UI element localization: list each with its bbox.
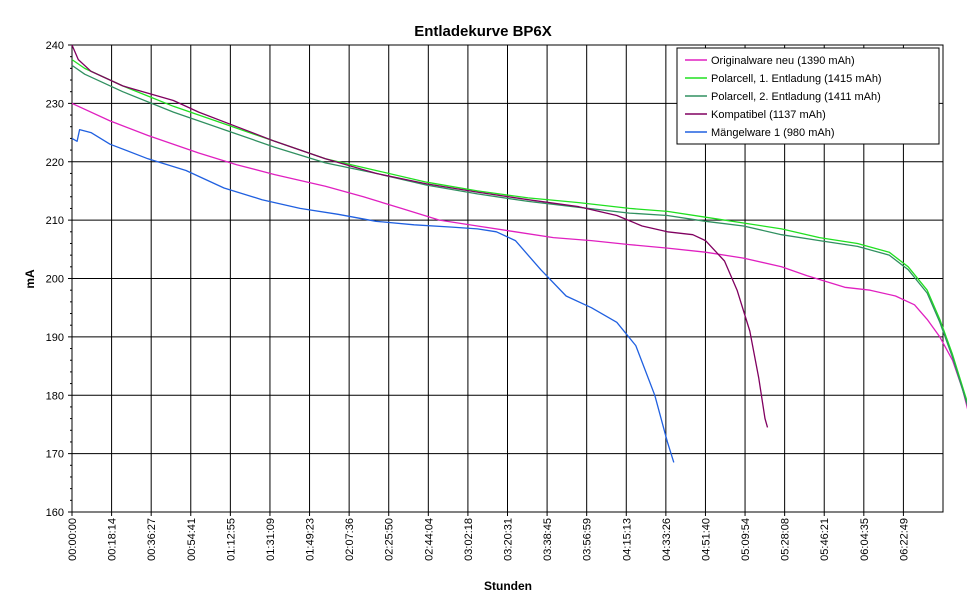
series-line-5 [71,128,675,463]
y-tick-label: 160 [46,507,64,519]
x-tick-label: 03:20:31 [503,518,515,561]
legend-entry: Mängelware 1 (980 mAh) [711,127,835,139]
x-tick-label: 02:44:04 [423,518,435,561]
x-tick-label: 02:07:36 [344,518,356,561]
legend-entry: Polarcell, 1. Entladung (1415 mAh) [711,73,882,85]
y-tick-label: 240 [46,40,64,52]
series-line-4 [71,44,769,428]
y-tick-label: 180 [46,390,64,402]
x-tick-label: 05:09:54 [740,518,752,561]
legend-box [676,47,940,145]
x-tick-label: 02:25:50 [384,518,396,561]
y-tick-label: 200 [46,274,64,286]
series-line-1 [71,102,967,410]
y-tick-label: 190 [46,332,64,344]
x-tick-label: 05:46:21 [819,518,831,561]
series-line-2 [71,59,967,404]
y-tick-label: 210 [46,215,64,227]
legend-entry: Kompatibel (1137 mAh) [711,109,826,121]
y-tick-label: 170 [46,449,64,461]
x-tick-label: 06:04:35 [859,518,871,561]
x-tick-label: 03:56:59 [582,518,594,561]
x-tick-label: 00:00:00 [67,518,79,561]
x-tick-label: 03:02:18 [463,518,475,561]
chart-title: Entladekurve BP6X [414,23,552,40]
x-tick-label: 06:22:49 [898,518,910,561]
series-line-3 [71,64,967,407]
series-lines [71,44,967,463]
x-tick-label: 00:54:41 [186,518,198,561]
x-tick-label: 01:31:09 [265,518,277,561]
x-tick-label: 00:36:27 [146,518,158,561]
x-tick-label: 04:33:26 [661,518,673,561]
y-tick-label: 230 [46,98,64,110]
legend-entry: Originalware neu (1390 mAh) [711,55,855,67]
y-axis-title: mA [23,269,37,289]
x-tick-label: 00:18:14 [107,518,119,561]
x-tick-label: 05:28:08 [780,518,792,561]
y-tick-label: 220 [46,157,64,169]
grid [71,44,944,513]
x-tick-label: 03:38:45 [542,518,554,561]
x-tick-label: 01:12:55 [225,518,237,561]
y-axis-ticks: 160 170 180 190 200 210 220 230 240 [46,40,72,519]
legend-entry: Polarcell, 2. Entladung (1411 mAh) [711,91,881,103]
x-tick-label: 04:51:40 [700,518,712,561]
x-tick-label: 04:15:13 [621,518,633,561]
x-axis-title: Stunden [484,579,532,593]
x-tick-label: 01:49:23 [305,518,317,561]
legend: Originalware neu (1390 mAh) Polarcell, 1.… [676,47,940,145]
x-axis-ticks: 00:00:00 00:18:14 00:36:27 00:54:41 01:12:55… [67,512,910,561]
